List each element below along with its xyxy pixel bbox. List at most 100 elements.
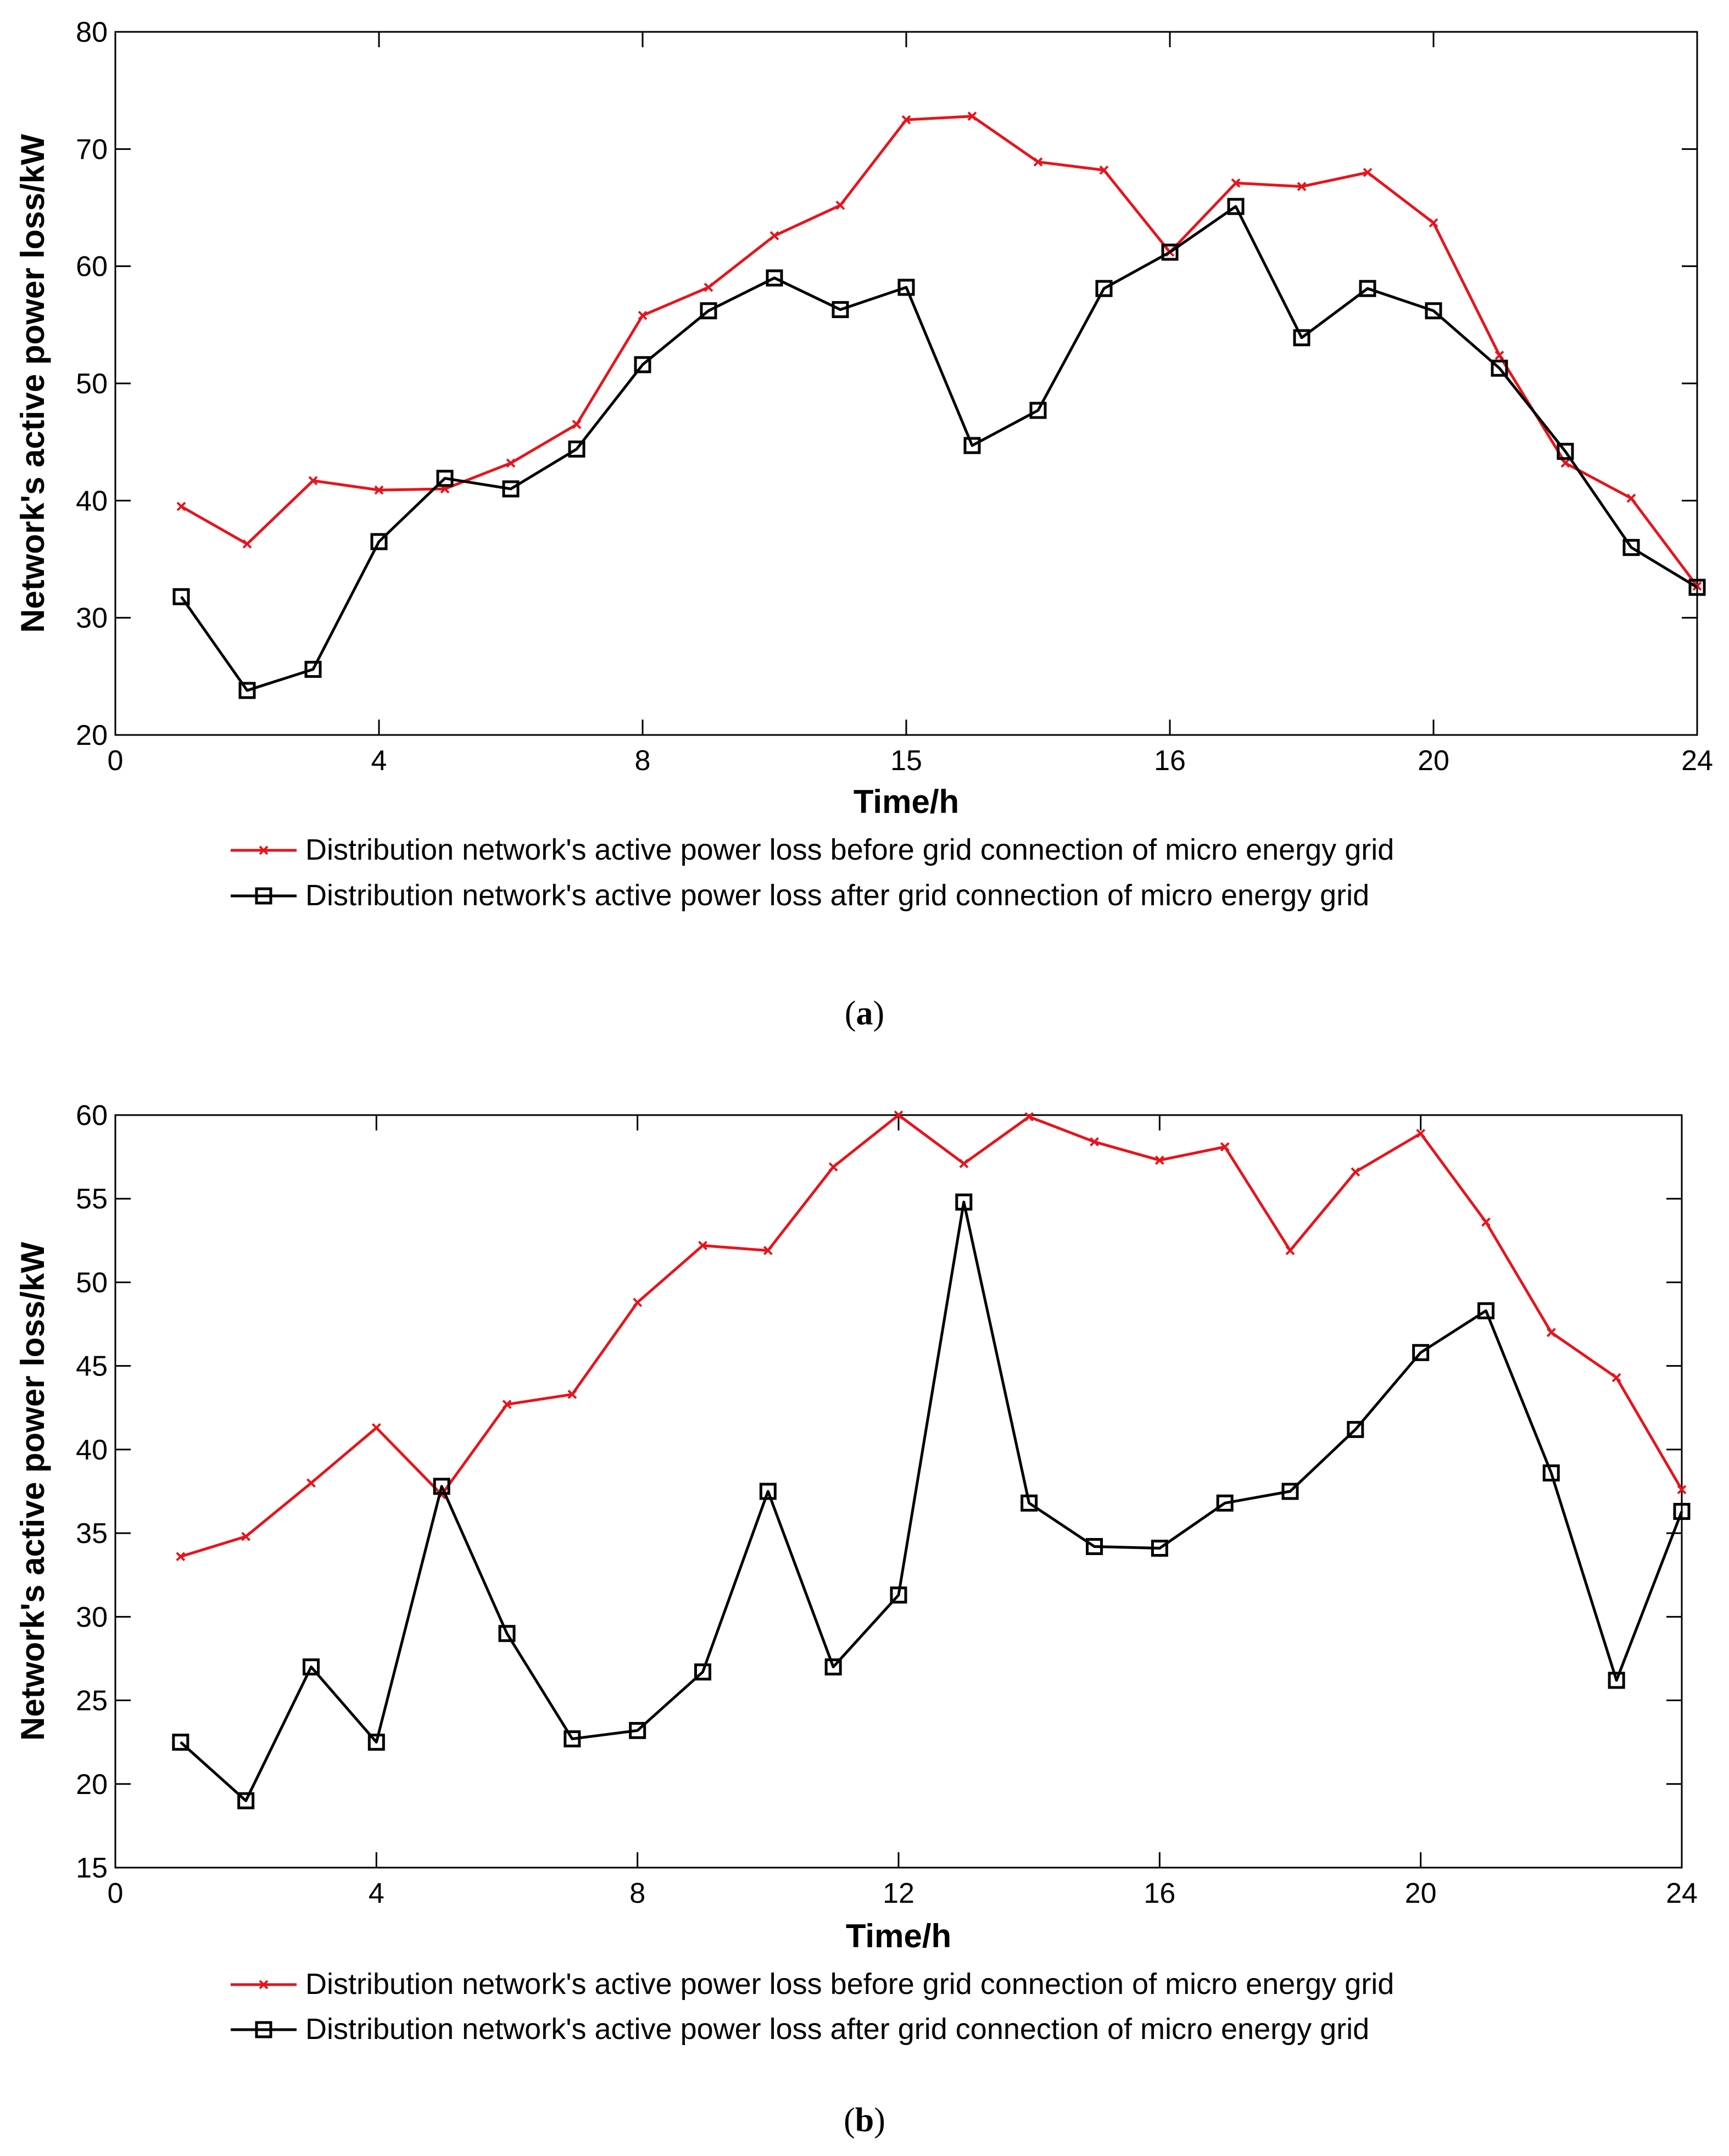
data-point-before <box>502 1400 512 1410</box>
data-point-after <box>1293 329 1310 347</box>
data-point-before-stroke-2 <box>176 1552 186 1562</box>
x-tick-label: 24 <box>1666 1878 1698 1909</box>
data-point-before <box>1024 1112 1034 1122</box>
plot-frame <box>114 31 1698 736</box>
x-tick-label: 8 <box>629 1878 645 1909</box>
data-point-before <box>1099 165 1109 175</box>
x-axis-title: Time/h <box>854 783 959 820</box>
data-point-before-stroke-2 <box>1677 1485 1687 1495</box>
data-point-before <box>506 458 516 468</box>
data-point-before-stroke-2 <box>1546 1328 1556 1338</box>
data-point-after <box>564 1730 581 1748</box>
subfigure-caption: (b) <box>844 2102 885 2139</box>
x-tick-label: 0 <box>108 745 124 777</box>
caption-paren-close: ) <box>873 995 885 1032</box>
y-tick-label: 30 <box>76 1601 108 1633</box>
data-point-before <box>1481 1217 1491 1227</box>
data-point-before-stroke-2 <box>374 485 384 495</box>
data-point-before <box>1297 182 1307 192</box>
legend-marker <box>255 887 272 905</box>
y-tick-label: 30 <box>76 603 108 634</box>
data-point-before-stroke-2 <box>1297 182 1307 192</box>
data-point-before-stroke-2 <box>967 112 977 121</box>
data-point-after <box>436 470 454 487</box>
data-point-after <box>897 278 915 296</box>
data-point-after <box>238 682 256 699</box>
caption-letter: a <box>856 995 873 1032</box>
data-point-before <box>1090 1137 1099 1147</box>
caption-paren-open: ( <box>845 995 856 1032</box>
data-point-after <box>1095 280 1113 297</box>
data-point-after <box>367 1734 385 1751</box>
y-tick-label: 50 <box>76 368 108 400</box>
data-point-before-stroke-2 <box>1429 218 1438 228</box>
data-point-after <box>568 440 585 458</box>
x-tick-label: 8 <box>635 745 651 777</box>
y-tick-label: 20 <box>76 1769 108 1801</box>
data-point-after <box>1673 1503 1691 1520</box>
data-point-after <box>700 302 717 320</box>
data-point-before-stroke-2 <box>306 1478 316 1488</box>
data-point-before-stroke-2 <box>633 1297 643 1307</box>
data-point-after <box>890 1586 907 1604</box>
y-tick-label: 70 <box>76 133 108 165</box>
data-point-after <box>502 480 520 498</box>
legend-entry-after: Distribution network's active power loss… <box>231 2013 1369 2046</box>
legend-entry-after: Distribution network's active power loss… <box>231 879 1369 912</box>
x-tick-label: 0 <box>108 1878 124 1909</box>
legend-entry-before: Distribution network's active power loss… <box>231 1968 1394 2001</box>
data-point-before <box>769 231 779 241</box>
data-point-before-stroke-2 <box>1099 165 1109 175</box>
data-point-before <box>1416 1129 1426 1138</box>
legend-marker-stroke-2 <box>259 1980 269 1990</box>
legend-marker <box>259 845 269 855</box>
data-point-after <box>1359 280 1376 297</box>
plot-frame <box>114 1114 1683 1869</box>
data-point-before-stroke-2 <box>1416 1129 1426 1138</box>
data-point-before-stroke-2 <box>506 458 516 468</box>
data-point-before <box>835 200 845 210</box>
data-point-before <box>1546 1328 1556 1338</box>
series-line-before <box>180 1113 1683 1558</box>
data-point-after <box>1281 1483 1299 1500</box>
x-tick-label: 16 <box>1154 745 1186 777</box>
data-point-before <box>901 115 911 125</box>
data-point-before <box>1560 458 1570 468</box>
data-point-before <box>633 1297 643 1307</box>
data-point-after <box>1542 1464 1560 1482</box>
chart-b: 15 20 25 30 35 40 45 50 55 60 0 4 8 12 16 20 24 Time/h Net… <box>14 1100 1698 2139</box>
data-point-before-stroke-2 <box>371 1423 381 1433</box>
data-point-after <box>304 661 322 678</box>
data-point-before-stroke-2 <box>959 1158 969 1168</box>
series-before <box>176 1110 1687 1562</box>
data-point-after <box>1477 1302 1494 1319</box>
data-point-before <box>306 1478 316 1488</box>
legend-marker <box>259 1980 269 1990</box>
x-tick-label: 4 <box>371 745 387 777</box>
x-tick-label: 12 <box>883 1878 914 1909</box>
x-axis-title: Time/h <box>846 1918 951 1954</box>
y-tick-label: 20 <box>76 720 108 751</box>
data-point-after <box>1622 539 1640 556</box>
series-after <box>172 1193 1691 1809</box>
data-point-after <box>1151 1540 1168 1557</box>
data-point-before <box>828 1162 838 1172</box>
data-point-after <box>1020 1494 1038 1512</box>
legend-label: Distribution network's active power loss… <box>305 1968 1394 2001</box>
data-point-after <box>1086 1537 1103 1555</box>
data-point-after <box>963 437 981 454</box>
data-point-before-stroke-2 <box>1154 1155 1164 1165</box>
data-point-after <box>172 588 190 605</box>
data-point-before-stroke-2 <box>698 1241 707 1250</box>
data-point-after <box>1412 1344 1430 1361</box>
data-point-after <box>1216 1494 1234 1512</box>
data-point-before <box>241 1531 251 1541</box>
y-tick-label: 40 <box>76 485 108 517</box>
data-point-before-stroke-2 <box>894 1110 903 1120</box>
data-point-before-stroke-2 <box>1626 493 1636 503</box>
data-point-before-stroke-2 <box>1351 1167 1360 1177</box>
legend-marker <box>255 2021 272 2038</box>
data-point-after <box>172 1734 189 1751</box>
data-point-before-stroke-2 <box>1560 458 1570 468</box>
